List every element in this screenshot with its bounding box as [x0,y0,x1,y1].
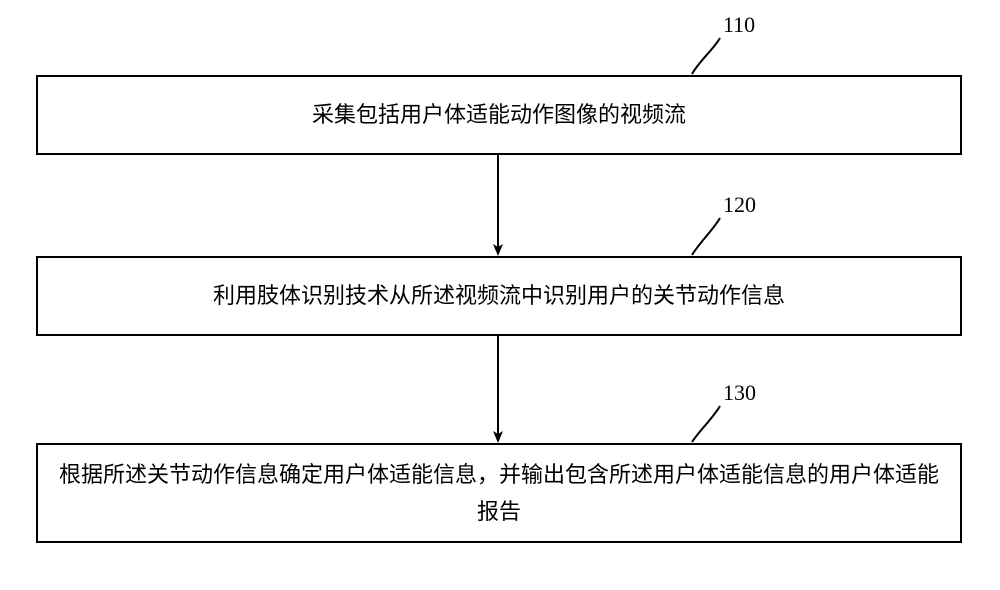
flow-step-110: 采集包括用户体适能动作图像的视频流 [36,75,962,155]
leader-130 [692,406,720,442]
flow-step-130-text: 根据所述关节动作信息确定用户体适能信息，并输出包含所述用户体适能信息的用户体适能… [50,456,948,531]
flow-step-130: 根据所述关节动作信息确定用户体适能信息，并输出包含所述用户体适能信息的用户体适能… [36,443,962,543]
leader-120 [692,218,720,255]
ref-label-120: 120 [723,192,756,218]
ref-label-110: 110 [723,12,755,38]
leader-110 [692,38,720,74]
flow-step-120-text: 利用肢体识别技术从所述视频流中识别用户的关节动作信息 [213,277,785,314]
flow-step-110-text: 采集包括用户体适能动作图像的视频流 [312,96,686,133]
flowchart-container: 采集包括用户体适能动作图像的视频流 110 利用肢体识别技术从所述视频流中识别用… [0,0,1000,590]
flow-step-120: 利用肢体识别技术从所述视频流中识别用户的关节动作信息 [36,256,962,336]
ref-label-130: 130 [723,380,756,406]
